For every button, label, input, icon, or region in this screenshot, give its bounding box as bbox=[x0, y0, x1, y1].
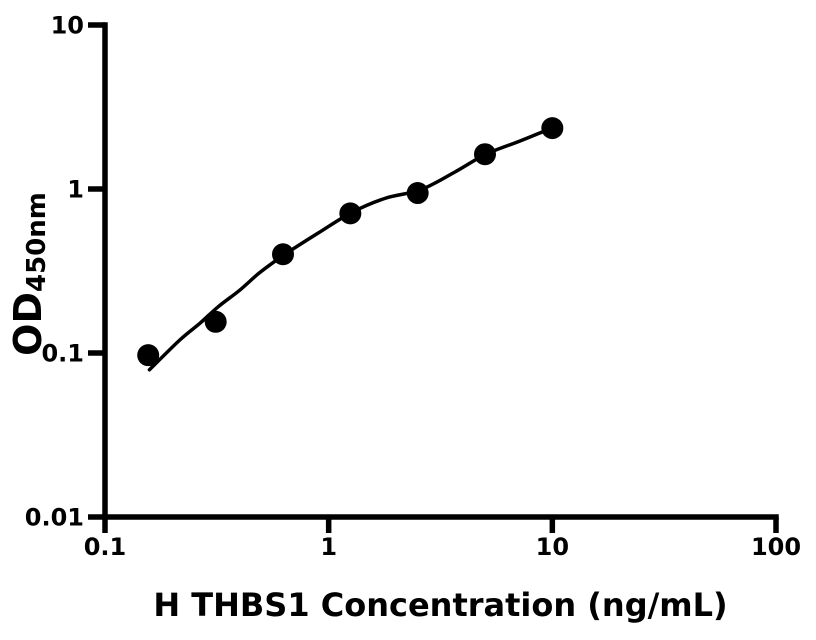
x-tick-label: 1 bbox=[320, 533, 337, 561]
y-tick-label: 1 bbox=[67, 176, 84, 204]
axis-ticks bbox=[88, 22, 779, 533]
data-point bbox=[137, 344, 160, 367]
data-point bbox=[272, 243, 295, 266]
x-tick-label: 100 bbox=[751, 533, 801, 561]
y-axis-title-main: OD bbox=[6, 292, 50, 356]
x-tick-label: 10 bbox=[536, 533, 569, 561]
x-tick-label: 0.1 bbox=[84, 533, 127, 561]
fit-curve-path bbox=[147, 126, 555, 372]
axes bbox=[102, 22, 779, 520]
y-tick-label: 10 bbox=[51, 12, 84, 40]
data-points bbox=[137, 117, 564, 367]
fit-curve bbox=[147, 126, 555, 372]
y-axis-title: OD450nm bbox=[6, 192, 52, 356]
data-point bbox=[339, 202, 362, 225]
data-point bbox=[541, 117, 564, 140]
data-point bbox=[406, 182, 429, 205]
y-tick-label: 0.1 bbox=[41, 340, 84, 368]
data-point bbox=[474, 143, 496, 166]
y-axis-title-subscript: 450nm bbox=[22, 192, 52, 292]
data-point bbox=[204, 310, 227, 333]
y-tick-label: 0.01 bbox=[25, 504, 84, 532]
x-axis-title: H THBS1 Concentration (ng/mL) bbox=[153, 586, 727, 624]
